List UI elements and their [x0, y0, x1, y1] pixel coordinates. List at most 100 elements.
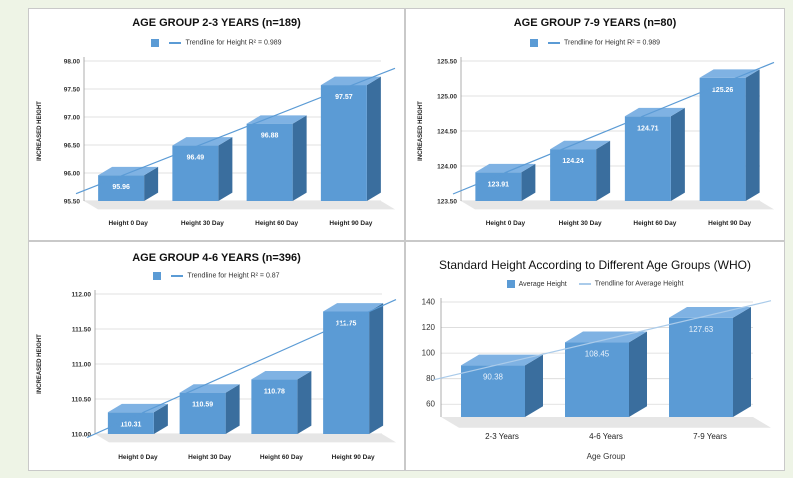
legend-trend-swatch: [169, 42, 182, 44]
y-axis-title: INCREASED HEIGHT: [37, 101, 43, 161]
y-tick-label: 96.00: [64, 171, 81, 178]
bar: [98, 175, 145, 201]
bar-side: [292, 115, 307, 201]
chart-legend: Trendline for Height R² = 0.989: [406, 39, 784, 47]
chart-legend: Trendline for Height R² = 0.87: [29, 272, 404, 280]
bar-top: [179, 384, 240, 393]
bar-top: [624, 107, 685, 117]
bar-value-label: 110.78: [264, 388, 285, 395]
legend-bar-label: Average Height: [518, 280, 567, 288]
chart-floor: [461, 201, 774, 210]
bar: [461, 365, 525, 417]
x-tick-label: Height 60 Day: [255, 220, 298, 227]
bar-value-label: 110.59: [192, 402, 213, 409]
bar-value-label: 90.38: [483, 372, 504, 381]
chart-legend: Average Height Trendline for Average Heig…: [406, 280, 784, 288]
chart-floor: [441, 417, 771, 428]
x-tick-label: Height 60 Day: [633, 220, 676, 227]
chart-title: AGE GROUP 7-9 YEARS (n=80): [513, 17, 677, 29]
bar-top: [172, 137, 233, 146]
y-tick-label: 60: [426, 400, 435, 409]
bar-side: [525, 354, 543, 417]
bar-value-label: 96.49: [187, 155, 205, 162]
bar-side: [369, 303, 384, 434]
bar-top: [251, 371, 312, 380]
y-tick-label: 80: [426, 374, 435, 383]
legend-bar-swatch: [151, 39, 160, 47]
bar-value-label: 110.31: [120, 421, 141, 428]
x-tick-label: Height 60 Day: [260, 454, 303, 461]
y-tick-label: 98.00: [64, 59, 81, 66]
bar: [475, 172, 522, 201]
bar-value-label: 125.26: [712, 87, 734, 94]
bar-top: [461, 354, 543, 366]
y-tick-label: 97.00: [64, 115, 81, 122]
bar-top: [98, 166, 159, 176]
bar-value-label: 96.88: [261, 133, 279, 140]
bar: [179, 392, 226, 434]
bar-value-label: 111.75: [336, 321, 357, 328]
bar: [699, 77, 746, 201]
trendline: [75, 67, 396, 195]
y-tick-label: 110.50: [71, 397, 91, 404]
bar: [624, 116, 671, 201]
bar: [251, 379, 298, 434]
chart-title: Standard Height According to Different A…: [439, 258, 751, 272]
chart-panel-7-9-years: AGE GROUP 7-9 YEARS (n=80) Trendline for…: [405, 8, 785, 241]
bar: [669, 317, 733, 417]
trendline: [86, 299, 397, 439]
bar-value-label: 127.63: [689, 325, 714, 334]
x-tick-label: Height 90 Day: [708, 220, 751, 227]
y-tick-label: 100: [422, 349, 436, 358]
bar: [323, 311, 370, 434]
bar-side: [596, 140, 611, 201]
bar-value-label: 123.91: [488, 181, 510, 188]
bar-side: [733, 307, 751, 417]
x-tick-label: Height 90 Day: [329, 220, 372, 227]
bar-side: [629, 331, 647, 417]
x-tick-label: Height 30 Day: [181, 220, 224, 227]
bar-value-label: 95.96: [112, 184, 130, 191]
y-axis-title: INCREASED HEIGHT: [37, 334, 43, 394]
x-tick-label: 7-9 Years: [693, 432, 727, 441]
y-tick-label: 110.00: [71, 432, 91, 439]
bar-chart: 60 80 100 120 140 90.38 2-3 Years 108.45 4-6 Yea…: [422, 298, 772, 461]
chart-title: AGE GROUP 2-3 YEARS (n=189): [132, 17, 301, 29]
bar-side: [745, 69, 760, 202]
bar-side: [225, 384, 240, 434]
legend-trend-swatch: [547, 42, 560, 44]
bar-side: [521, 163, 536, 201]
bar-top: [323, 303, 384, 312]
legend-bar-swatch: [153, 272, 162, 280]
y-tick-label: 123.50: [437, 199, 457, 206]
y-tick-label: 124.50: [437, 129, 457, 136]
legend-trend-swatch: [578, 283, 591, 285]
y-axis-title: INCREASED HEIGHT: [418, 101, 424, 161]
bar-top: [107, 403, 168, 413]
chart-legend: Trendline for Height R² = 0.989: [29, 39, 404, 47]
bar-side: [153, 403, 168, 434]
bar-side: [366, 76, 381, 201]
x-tick-label: Height 30 Day: [559, 220, 602, 227]
y-tick-label: 140: [422, 298, 436, 307]
chart-panel-who-standard: Standard Height According to Different A…: [405, 241, 785, 471]
chart-panel-2-3-years: AGE GROUP 2-3 YEARS (n=189) Trendline fo…: [28, 8, 405, 241]
legend-trend-label: Trendline for Height R² = 0.989: [185, 39, 282, 47]
bar-chart: 110.00 110.50 111.00 111.50 112.00 INCREASED …: [37, 290, 397, 461]
bar-side: [670, 107, 685, 201]
x-axis-title: Age Group: [587, 452, 626, 461]
y-tick-label: 125.00: [437, 94, 457, 101]
chart-panel-4-6-years: AGE GROUP 4-6 YEARS (n=396) Trendline fo…: [28, 241, 405, 471]
bar: [320, 85, 367, 201]
chart-floor: [84, 201, 395, 210]
y-tick-label: 96.50: [64, 143, 81, 150]
x-tick-label: 2-3 Years: [485, 432, 519, 441]
bar-top: [320, 76, 381, 86]
y-tick-label: 124.00: [437, 164, 457, 171]
bar-chart: 123.50 124.00 124.50 125.00 125.50 INCREASED …: [418, 57, 775, 227]
bar: [550, 149, 597, 201]
x-tick-label: Height 30 Day: [188, 454, 231, 461]
bar: [565, 342, 629, 417]
x-tick-label: 4-6 Years: [589, 432, 623, 441]
bar: [246, 123, 293, 201]
